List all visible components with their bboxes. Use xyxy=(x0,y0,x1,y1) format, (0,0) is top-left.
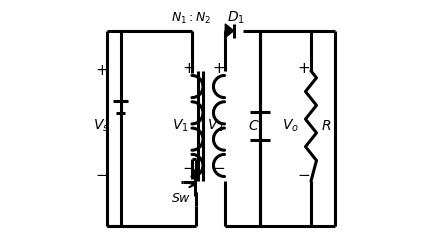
Text: $-$: $-$ xyxy=(212,159,225,174)
Text: $V_2$: $V_2$ xyxy=(207,118,224,134)
Text: $V_s$: $V_s$ xyxy=(93,118,109,134)
Text: $Sw$: $Sw$ xyxy=(171,192,191,205)
Text: $+$: $+$ xyxy=(212,61,225,76)
Text: $N_1:N_2$: $N_1:N_2$ xyxy=(171,11,211,26)
Text: $V_o$: $V_o$ xyxy=(283,118,299,134)
Text: $R$: $R$ xyxy=(321,119,331,133)
Polygon shape xyxy=(225,24,233,38)
Text: $V_1$: $V_1$ xyxy=(172,118,189,134)
Text: $+$: $+$ xyxy=(181,61,195,76)
Text: $+$: $+$ xyxy=(95,63,108,78)
Text: $C$: $C$ xyxy=(247,119,259,133)
Text: $D_1$: $D_1$ xyxy=(227,10,245,26)
Text: $+$: $+$ xyxy=(297,61,310,76)
Text: $-$: $-$ xyxy=(297,166,310,181)
Text: $-$: $-$ xyxy=(181,159,195,174)
Text: $-$: $-$ xyxy=(95,166,108,181)
